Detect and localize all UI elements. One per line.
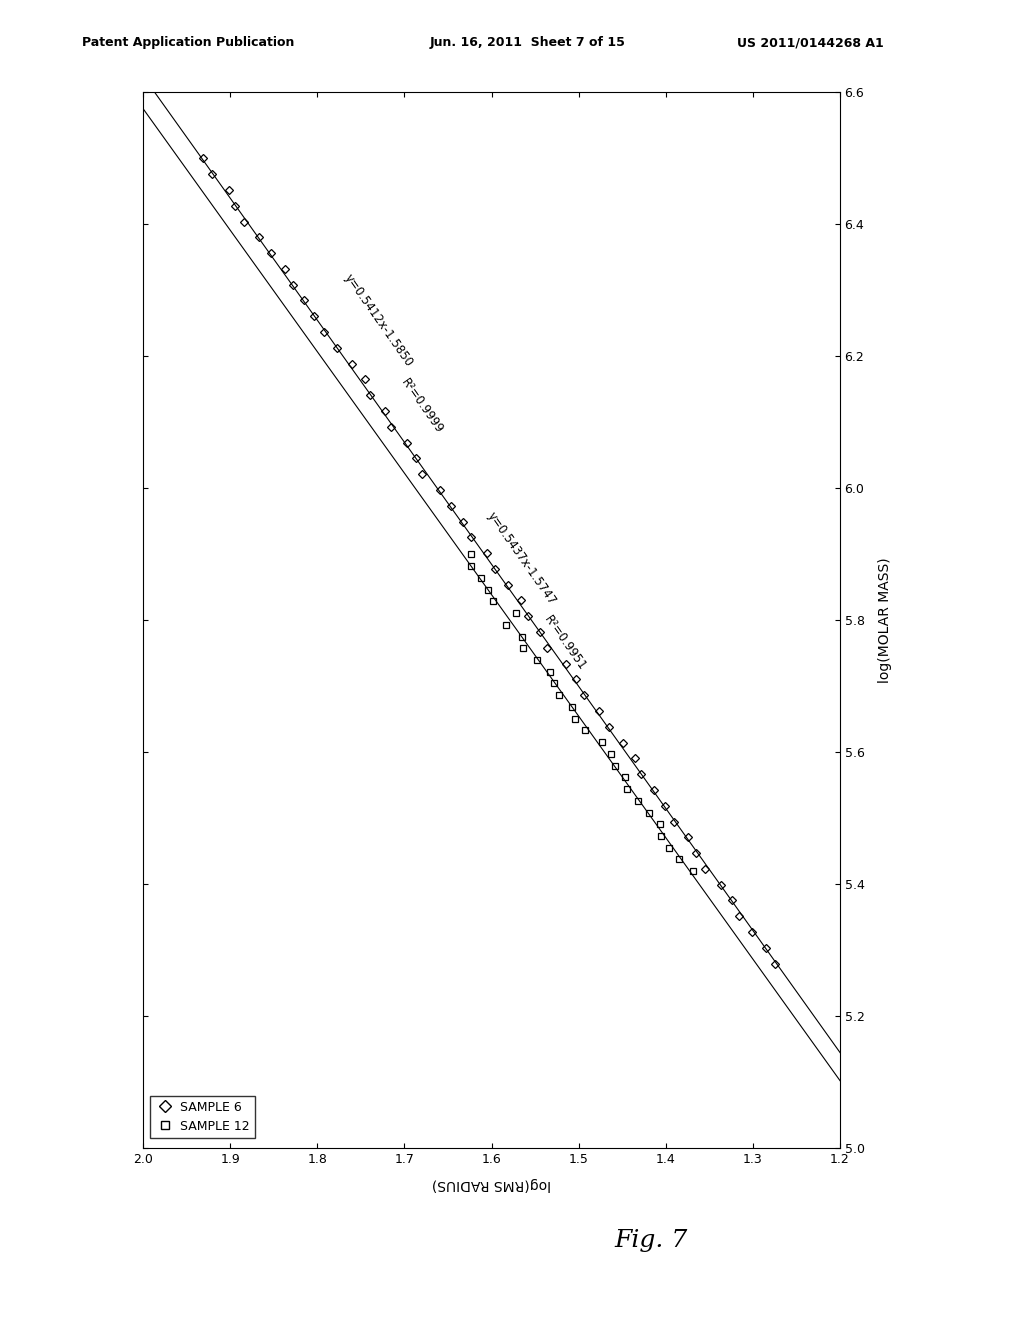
- SAMPLE 12: [465, 546, 477, 562]
- SAMPLE 6: [769, 956, 781, 972]
- SAMPLE 12: [643, 805, 655, 821]
- SAMPLE 12: [516, 628, 528, 644]
- SAMPLE 12: [544, 664, 556, 680]
- SAMPLE 6: [570, 672, 583, 688]
- SAMPLE 12: [632, 793, 644, 809]
- SAMPLE 6: [197, 150, 209, 166]
- Text: Jun. 16, 2011  Sheet 7 of 15: Jun. 16, 2011 Sheet 7 of 15: [430, 36, 626, 49]
- SAMPLE 12: [663, 840, 675, 855]
- SAMPLE 12: [553, 688, 565, 704]
- Text: Patent Application Publication: Patent Application Publication: [82, 36, 294, 49]
- SAMPLE 12: [596, 734, 608, 750]
- SAMPLE 12: [510, 605, 522, 620]
- SAMPLE 12: [621, 781, 633, 797]
- SAMPLE 12: [481, 582, 494, 598]
- SAMPLE 12: [566, 700, 579, 715]
- SAMPLE 6: [401, 434, 414, 450]
- SAMPLE 6: [238, 214, 250, 230]
- SAMPLE 6: [502, 577, 514, 593]
- X-axis label: log(RMS RADIUS): log(RMS RADIUS): [432, 1177, 551, 1192]
- Text: R²=0.9999: R²=0.9999: [398, 376, 445, 436]
- Y-axis label: log(MOLAR MASS): log(MOLAR MASS): [879, 557, 893, 684]
- SAMPLE 12: [548, 676, 560, 692]
- Text: y=0.5412x-1.5850: y=0.5412x-1.5850: [341, 272, 416, 370]
- SAMPLE 12: [654, 828, 667, 843]
- SAMPLE 12: [687, 863, 699, 879]
- Text: R²=0.9951: R²=0.9951: [542, 614, 589, 673]
- SAMPLE 12: [530, 652, 543, 668]
- SAMPLE 6: [726, 892, 738, 908]
- Text: Fig. 7: Fig. 7: [614, 1229, 688, 1253]
- SAMPLE 12: [580, 722, 592, 738]
- SAMPLE 12: [604, 746, 616, 762]
- SAMPLE 12: [653, 816, 666, 832]
- SAMPLE 12: [673, 851, 685, 867]
- SAMPLE 6: [416, 466, 428, 482]
- SAMPLE 12: [618, 770, 631, 785]
- Legend: SAMPLE 6, SAMPLE 12: SAMPLE 6, SAMPLE 12: [151, 1096, 255, 1138]
- SAMPLE 12: [486, 594, 499, 610]
- SAMPLE 12: [500, 616, 512, 632]
- SAMPLE 12: [517, 640, 529, 656]
- SAMPLE 12: [609, 758, 622, 774]
- SAMPLE 12: [568, 710, 581, 726]
- SAMPLE 12: [465, 558, 477, 574]
- Text: US 2011/0144268 A1: US 2011/0144268 A1: [737, 36, 884, 49]
- Text: y=0.5437x-1.5747: y=0.5437x-1.5747: [485, 510, 559, 607]
- Line: SAMPLE 12: SAMPLE 12: [468, 552, 696, 874]
- Line: SAMPLE 6: SAMPLE 6: [200, 156, 778, 966]
- SAMPLE 12: [475, 570, 487, 586]
